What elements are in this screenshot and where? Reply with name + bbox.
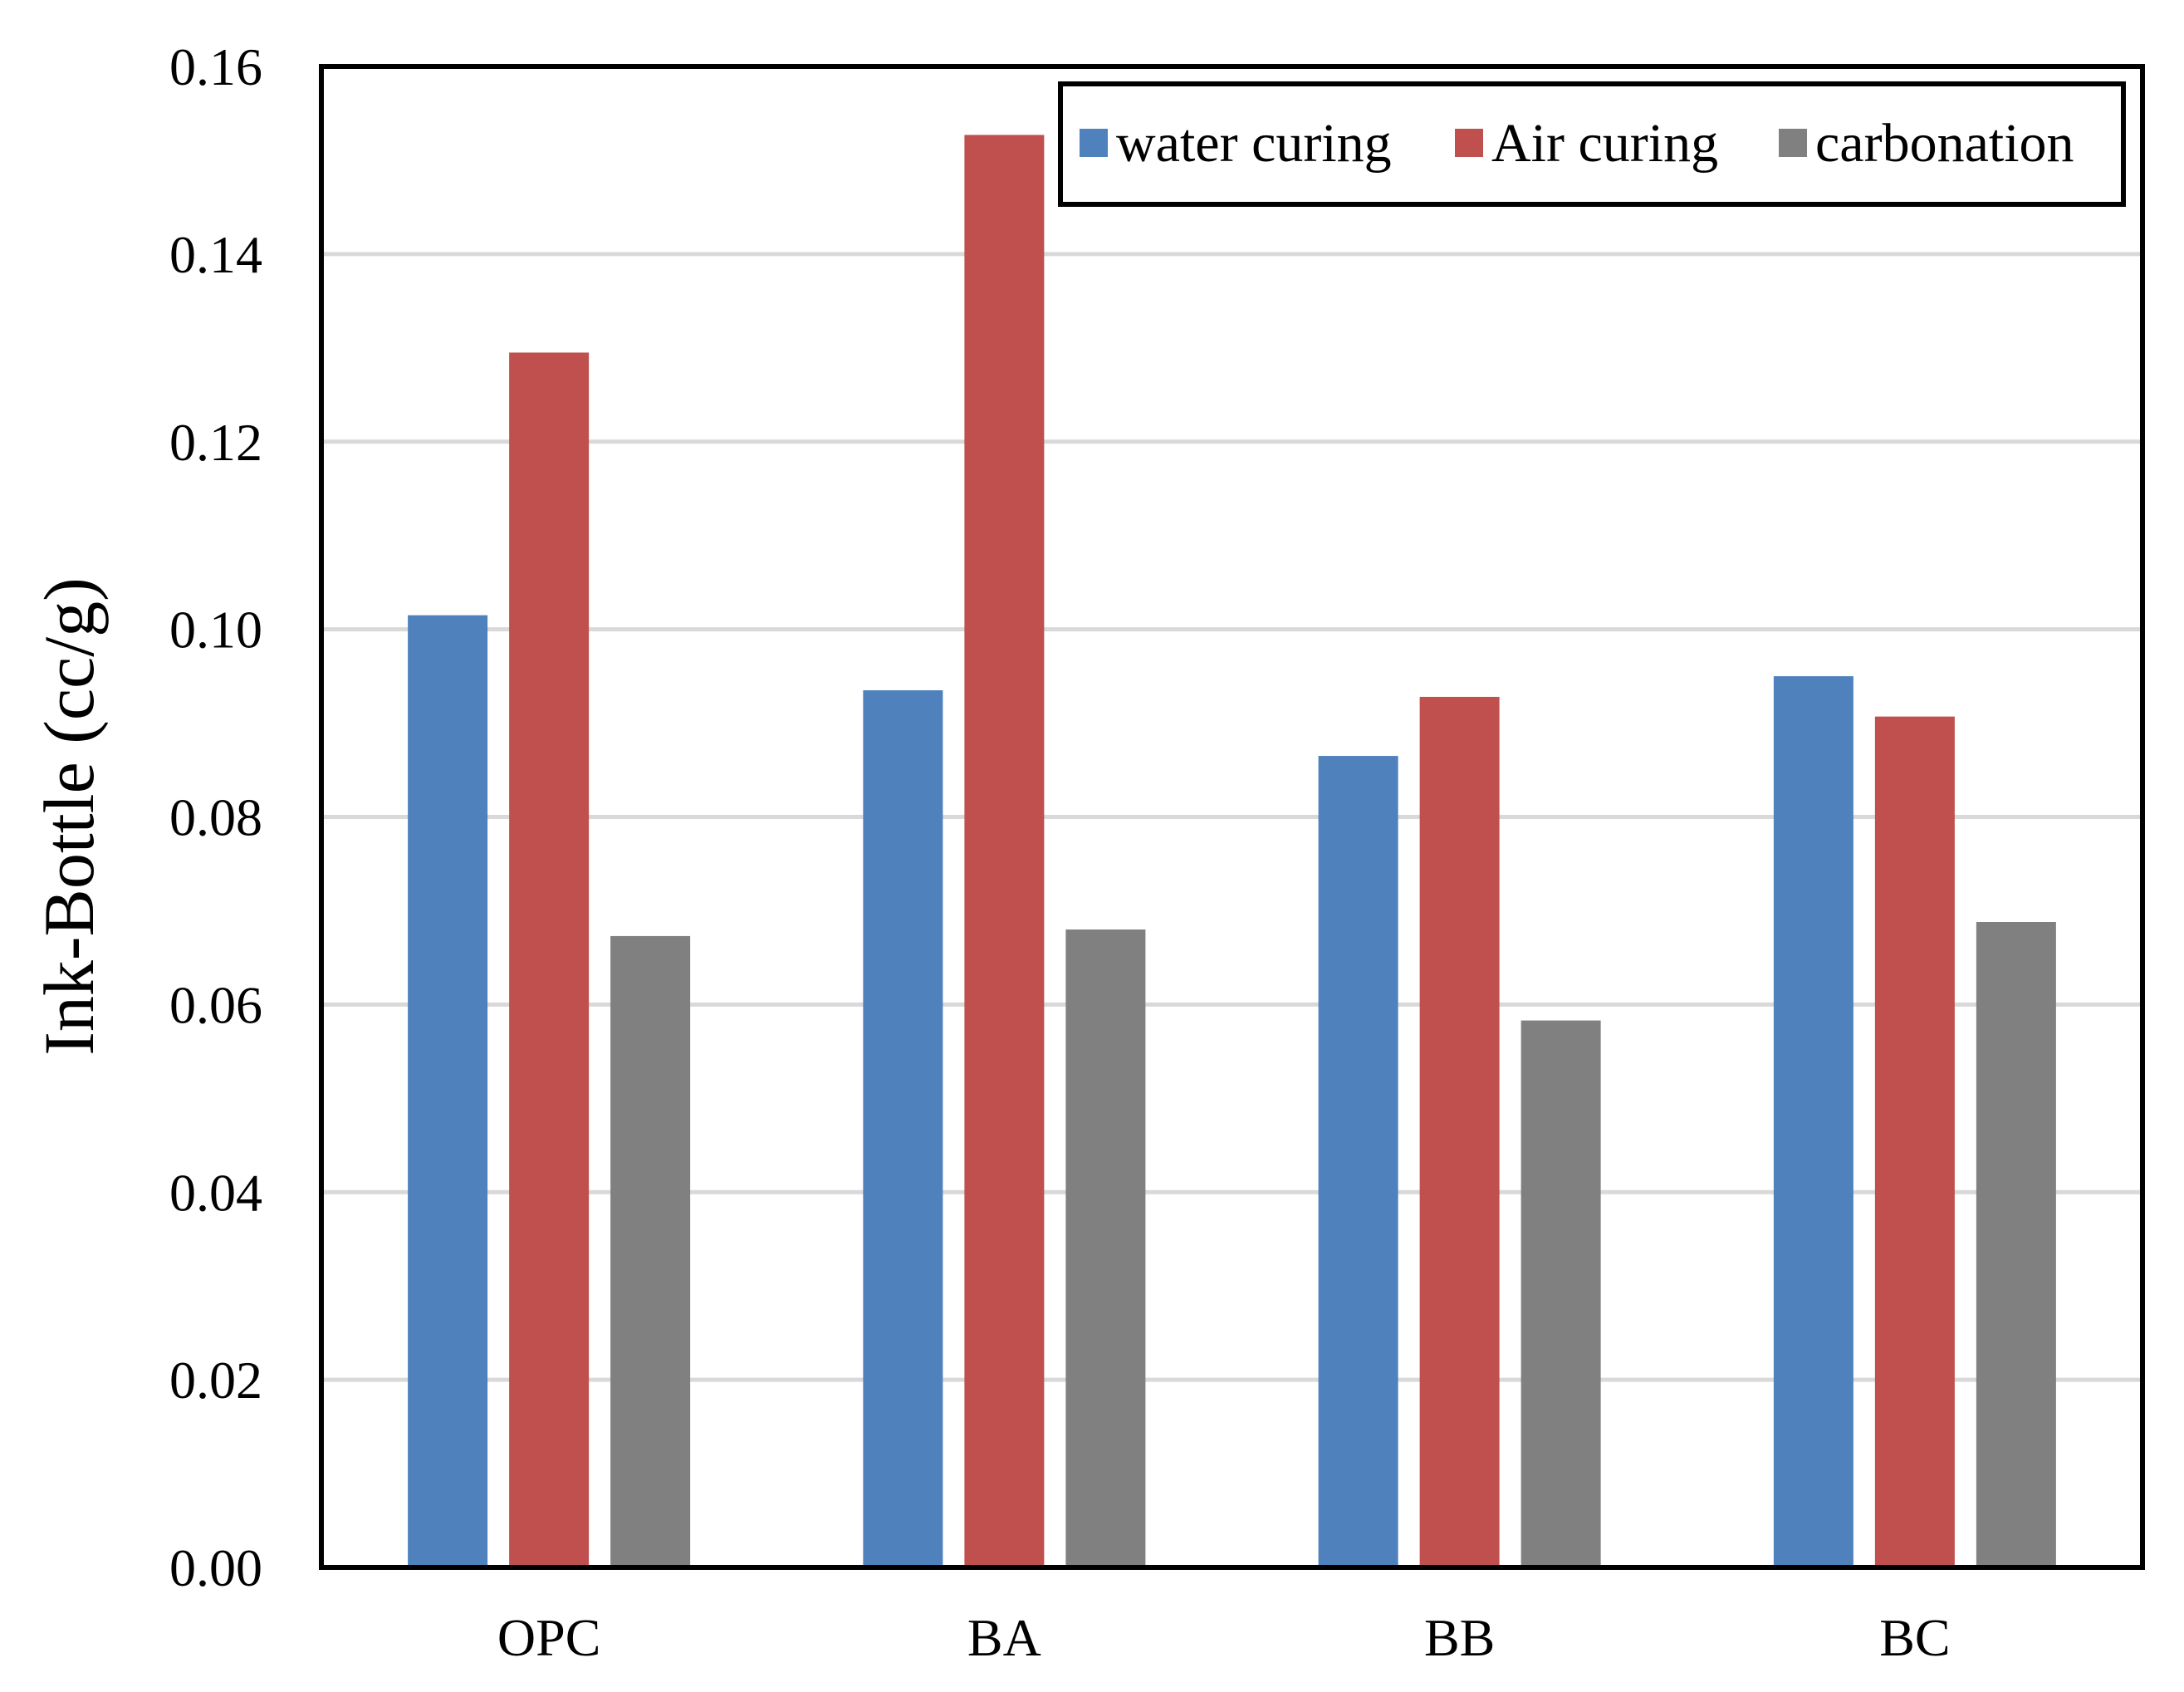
bar-bb-carbonation (1520, 1020, 1601, 1567)
y-tick-label: 0.06 (169, 975, 262, 1034)
legend-swatch-carbonation (1779, 129, 1807, 157)
y-tick-label: 0.10 (169, 601, 262, 660)
x-tick-label-opc: OPC (497, 1608, 601, 1667)
y-tick-label: 0.04 (169, 1163, 262, 1222)
x-tick-label-bc: BC (1879, 1608, 1950, 1667)
y-tick-label: 0.16 (169, 37, 262, 96)
bar-ba-carbonation (1065, 929, 1146, 1567)
y-tick-label: 0.08 (169, 788, 262, 847)
legend-box (1058, 81, 2126, 207)
legend-swatch-water-curing (1080, 129, 1108, 157)
y-tick-label: 0.14 (169, 225, 262, 284)
legend-label-air-curing: Air curing (1491, 113, 1718, 174)
plot-area-frame (319, 64, 2145, 1570)
bar-bc-carbonation (1976, 921, 2056, 1567)
bars (408, 135, 2056, 1568)
y-tick-label: 0.02 (169, 1351, 262, 1410)
bar-opc-air-curing (509, 352, 590, 1568)
legend-label-carbonation: carbonation (1815, 113, 2074, 174)
y-tick-label: 0.00 (169, 1538, 262, 1597)
gridlines (321, 252, 2142, 1382)
bar-bc-air-curing (1874, 716, 1955, 1567)
y-axis-title: Ink-Bottle (cc/g) (29, 577, 109, 1056)
bar-bc-water-curing (1773, 676, 1853, 1567)
bar-ba-air-curing (964, 135, 1045, 1568)
legend: water curing Air curing carbonation (1058, 81, 2126, 207)
bar-ba-water-curing (863, 690, 943, 1567)
x-tick-label-ba: BA (967, 1608, 1041, 1667)
legend-label-water-curing: water curing (1116, 113, 1392, 174)
x-axis-tick-labels: OPC BA BB BC (497, 1608, 1951, 1667)
legend-swatch-air-curing (1455, 129, 1483, 157)
y-axis-tick-labels: 0.00 0.02 0.04 0.06 0.08 0.10 0.12 0.14 0.16 (169, 37, 262, 1597)
y-tick-label: 0.12 (169, 413, 262, 472)
bar-bb-water-curing (1318, 756, 1398, 1567)
bar-opc-water-curing (408, 615, 488, 1568)
bar-opc-carbonation (610, 935, 691, 1567)
x-tick-label-bb: BB (1424, 1608, 1495, 1667)
bar-bb-air-curing (1419, 696, 1500, 1568)
